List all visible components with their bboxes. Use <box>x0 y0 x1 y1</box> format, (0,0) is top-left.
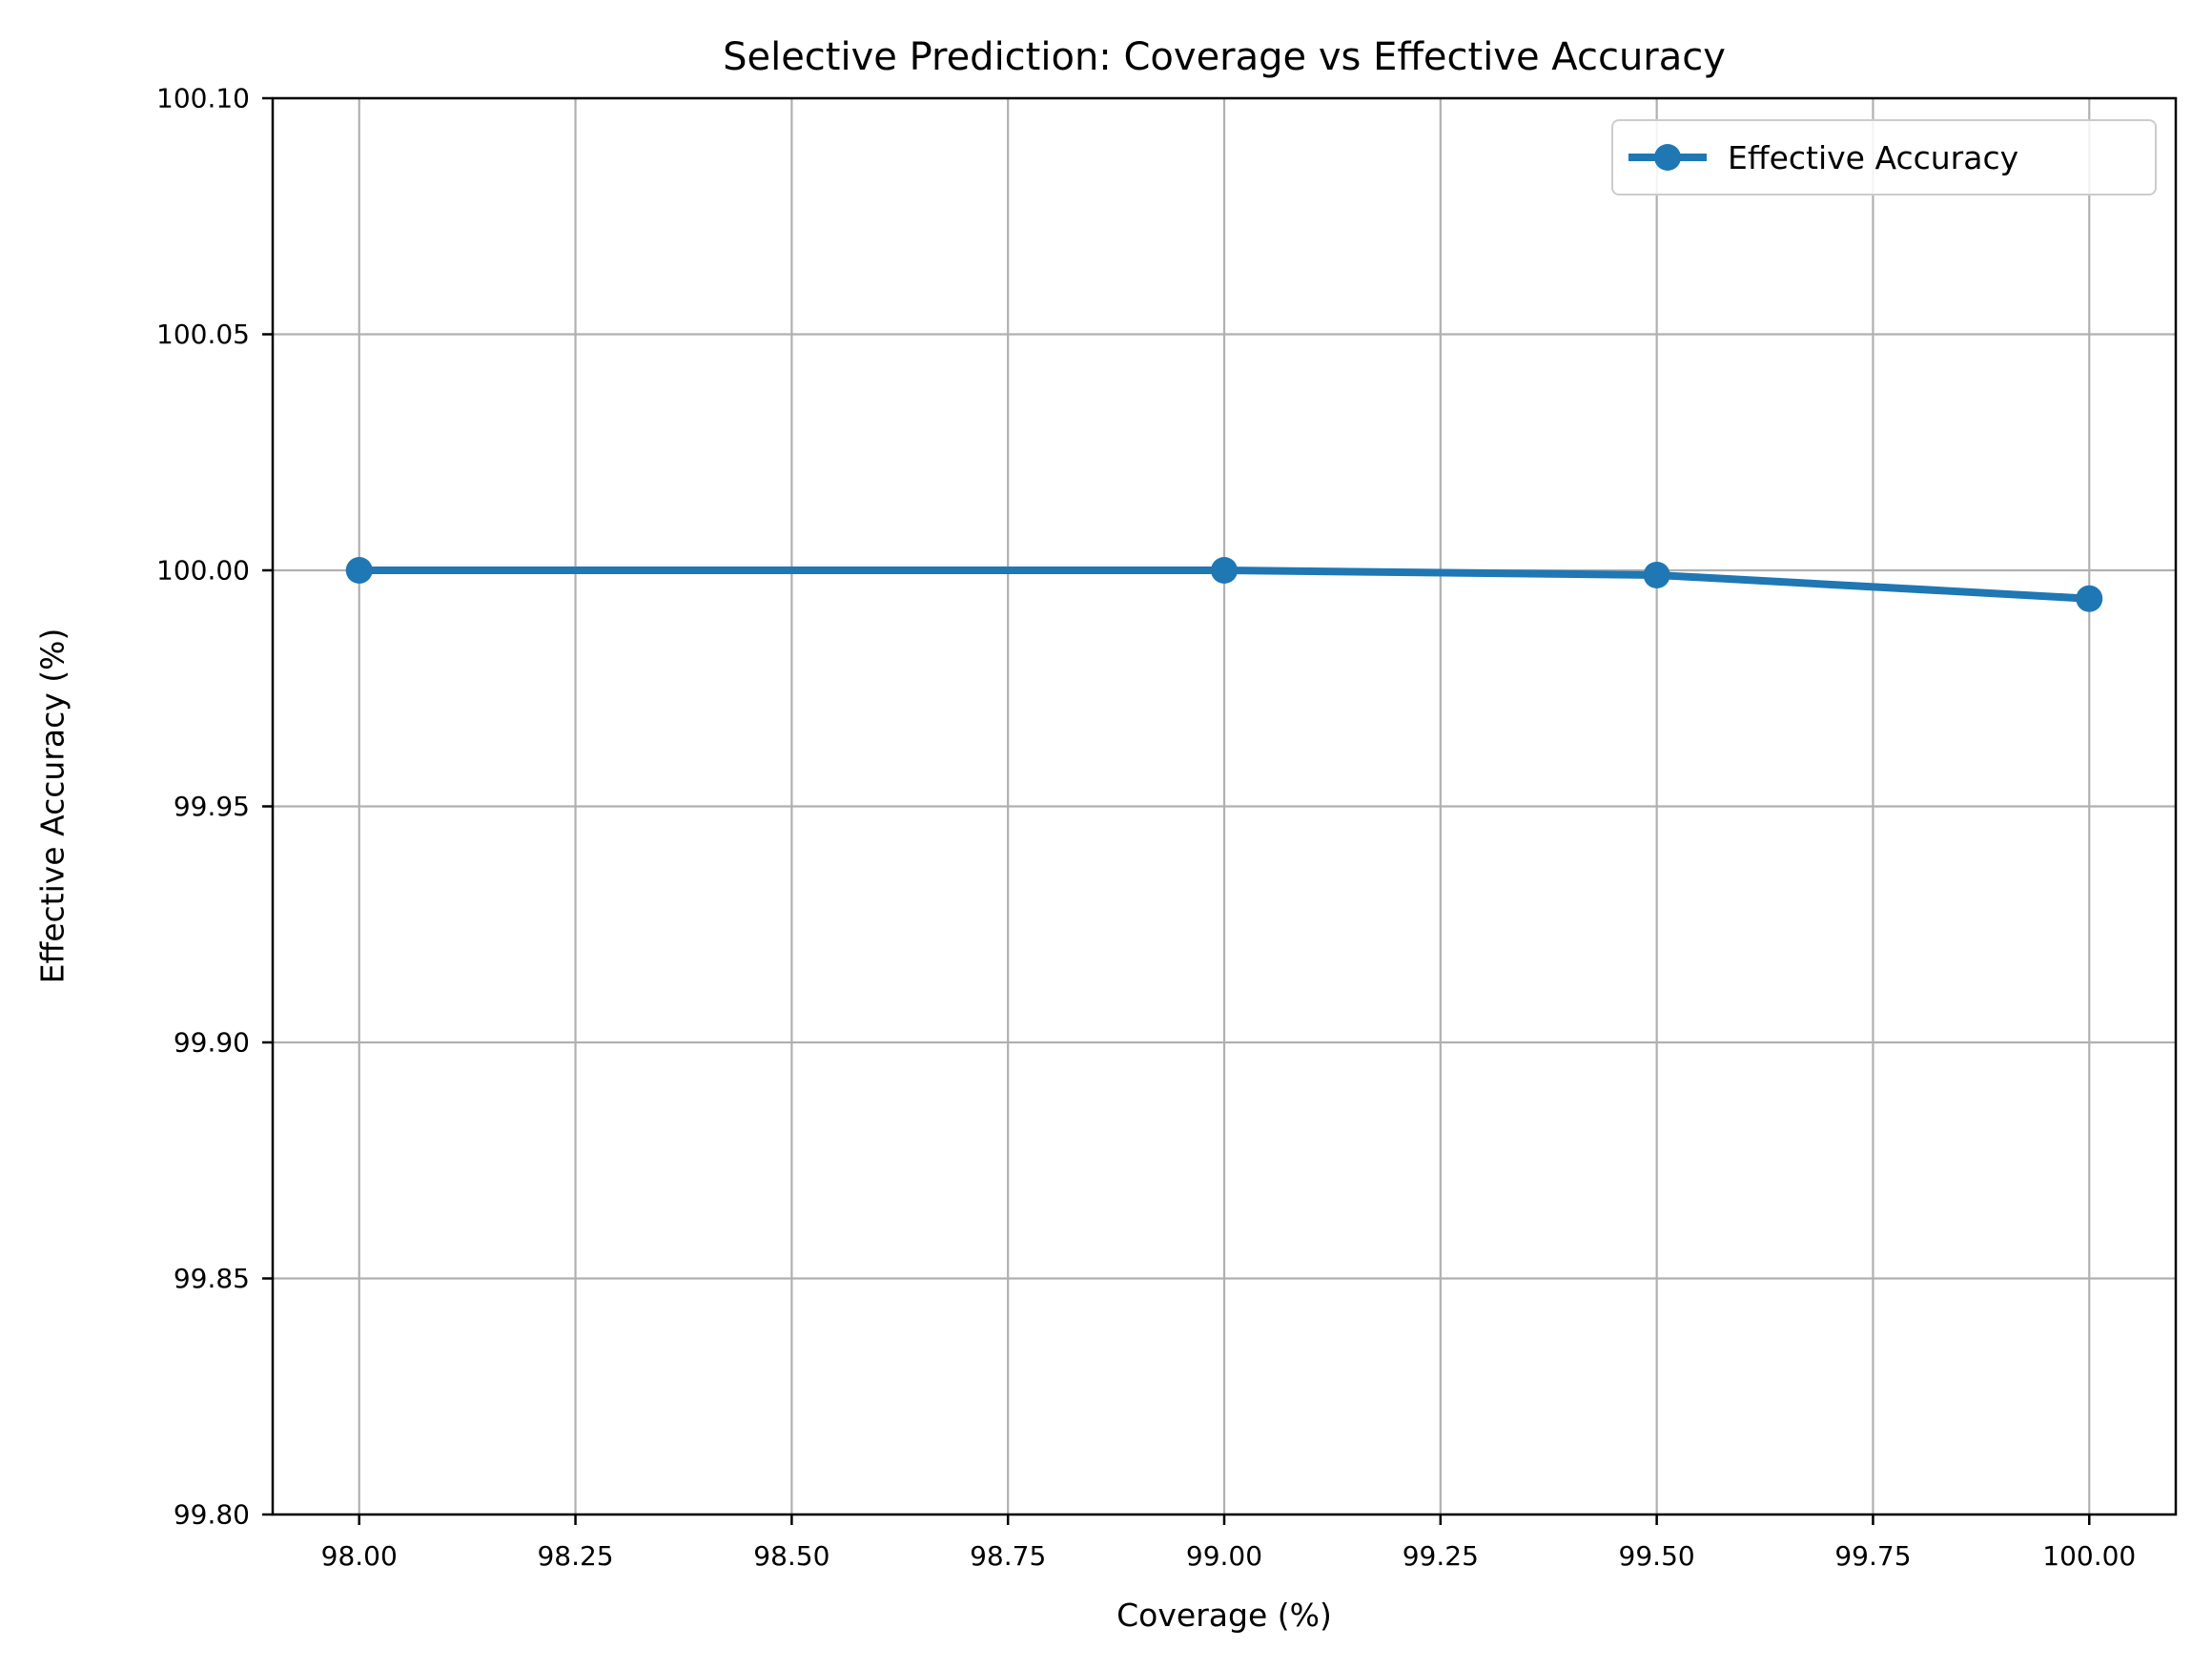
x-tick-label: 100.00 <box>2042 1540 2136 1572</box>
x-tick-label: 99.50 <box>1619 1540 1695 1572</box>
x-tick-label: 99.75 <box>1834 1540 1911 1572</box>
legend: Effective Accuracy <box>1611 119 2157 196</box>
x-tick-label: 99.25 <box>1403 1540 1479 1572</box>
data-point-marker <box>1643 561 1670 588</box>
chart-title: Selective Prediction: Coverage vs Effect… <box>723 35 1726 79</box>
x-tick-label: 99.00 <box>1186 1540 1262 1572</box>
y-tick-label: 99.90 <box>174 1027 250 1059</box>
x-tick-label: 98.75 <box>970 1540 1046 1572</box>
y-tick-label: 99.85 <box>174 1263 250 1294</box>
data-point-marker <box>345 557 373 584</box>
y-tick-label: 99.95 <box>174 791 250 822</box>
legend-label: Effective Accuracy <box>1728 138 2019 176</box>
data-point-marker <box>2076 585 2103 612</box>
x-tick-label: 98.00 <box>321 1540 398 1572</box>
x-tick-label: 98.50 <box>753 1540 830 1572</box>
y-tick-label: 99.80 <box>174 1499 250 1531</box>
data-point-marker <box>1211 557 1238 584</box>
y-tick-label: 100.05 <box>156 319 250 350</box>
x-tick-label: 98.25 <box>537 1540 613 1572</box>
legend-line-sample <box>1628 144 1707 171</box>
legend-sample-marker <box>1654 144 1681 171</box>
y-tick-label: 100.10 <box>156 83 250 114</box>
y-tick-label: 100.00 <box>156 555 250 587</box>
x-axis-label: Coverage (%) <box>1116 1597 1332 1634</box>
series-line <box>358 567 2090 603</box>
